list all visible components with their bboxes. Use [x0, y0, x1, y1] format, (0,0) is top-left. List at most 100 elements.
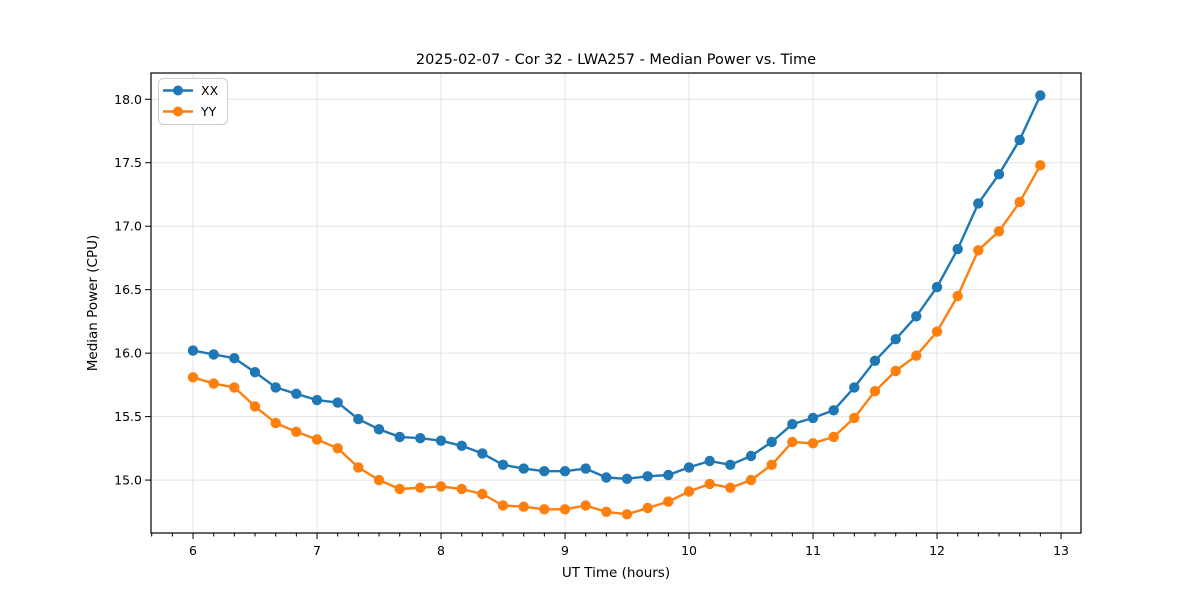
data-point-yy	[952, 290, 963, 302]
data-point-yy	[869, 386, 881, 397]
data-point-xx	[477, 448, 488, 459]
data-point-xx	[621, 473, 633, 484]
grid-layer	[151, 73, 1081, 533]
x-tick-label: 12	[929, 543, 945, 558]
data-point-xx	[890, 334, 901, 345]
y-tick-label: 17.0	[114, 219, 142, 234]
data-point-yy	[291, 426, 302, 437]
data-point-yy	[497, 500, 509, 511]
legend-label-yy: YY	[200, 104, 217, 119]
data-point-xx	[601, 472, 612, 483]
data-point-xx	[497, 459, 509, 470]
data-point-yy	[725, 482, 736, 493]
data-point-xx	[725, 459, 736, 470]
data-point-xx	[249, 367, 261, 378]
data-point-xx	[849, 382, 860, 393]
data-point-xx	[931, 281, 943, 293]
data-point-xx	[952, 243, 963, 255]
legend-item-yy: YY	[163, 104, 217, 119]
data-point-xx	[787, 419, 798, 430]
data-point-xx	[1035, 90, 1046, 101]
data-point-yy	[807, 438, 819, 449]
data-point-yy	[973, 245, 984, 256]
x-tick-label: 11	[805, 543, 821, 558]
data-point-yy	[621, 509, 633, 520]
series-line-yy	[192, 164, 1042, 516]
data-point-yy	[394, 483, 405, 495]
data-point-yy	[828, 431, 839, 443]
data-point-xx	[766, 436, 777, 448]
data-point-xx	[229, 353, 240, 364]
data-point-xx	[518, 463, 529, 474]
data-point-yy	[353, 462, 364, 473]
data-point-yy	[229, 382, 240, 393]
data-point-yy	[849, 412, 860, 424]
data-point-xx	[539, 466, 550, 477]
y-tick-label: 18.0	[114, 92, 142, 107]
data-point-yy	[456, 483, 467, 495]
data-point-yy	[311, 434, 323, 445]
data-point-xx	[332, 397, 343, 408]
data-point-yy	[580, 500, 591, 511]
data-point-xx	[807, 412, 819, 424]
data-point-xx	[559, 466, 571, 477]
data-point-xx	[869, 355, 881, 366]
data-point-yy	[435, 481, 447, 492]
legend-marker-xx	[173, 85, 183, 96]
legend-marker-yy	[173, 106, 183, 117]
x-tick-label: 7	[313, 543, 321, 558]
data-point-xx	[993, 169, 1005, 180]
data-point-yy	[890, 365, 901, 377]
axis-layer: 6 7 8 9 10 11 12 13 15.0 15.5 16.0 16.5 17.0 17.5 18.0	[114, 92, 1069, 558]
y-axis-label: Median Power (CPU)	[85, 235, 101, 371]
data-point-yy	[663, 496, 674, 507]
data-point-yy	[559, 504, 571, 515]
legend-label-xx: XX	[201, 83, 219, 98]
y-tick-label: 15.5	[114, 409, 142, 424]
data-point-yy	[931, 326, 943, 337]
y-tick-label: 16.5	[114, 282, 142, 297]
data-point-xx	[187, 345, 199, 356]
data-point-xx	[911, 311, 922, 322]
data-point-xx	[208, 349, 219, 360]
data-point-yy	[539, 504, 550, 515]
x-axis-label: UT Time (hours)	[562, 565, 670, 581]
data-point-xx	[415, 433, 426, 444]
legend: XX YY	[158, 78, 228, 125]
data-point-xx	[828, 405, 839, 416]
data-point-yy	[1035, 160, 1046, 171]
data-point-yy	[477, 488, 488, 500]
data-point-xx	[456, 440, 467, 451]
data-point-yy	[911, 350, 922, 361]
data-point-xx	[435, 435, 447, 446]
data-point-xx	[683, 462, 695, 473]
data-point-yy	[332, 443, 343, 454]
x-tick-label: 6	[189, 543, 197, 558]
legend-item-xx: XX	[163, 83, 219, 98]
data-point-xx	[663, 469, 674, 481]
data-point-yy	[208, 378, 219, 389]
data-point-xx	[311, 394, 323, 406]
data-point-yy	[766, 459, 777, 470]
x-tick-label: 8	[437, 543, 445, 558]
data-point-xx	[270, 382, 281, 393]
data-point-xx	[373, 424, 385, 435]
data-point-xx	[291, 388, 302, 399]
y-tick-label: 16.0	[114, 346, 142, 361]
data-point-yy	[642, 502, 653, 514]
data-point-yy	[249, 401, 261, 412]
plot-frame	[150, 72, 1082, 534]
x-tick-label: 13	[1053, 543, 1069, 558]
data-point-yy	[601, 506, 612, 517]
data-point-yy	[704, 478, 715, 490]
series-layer	[187, 90, 1046, 520]
data-point-yy	[373, 474, 385, 486]
data-point-xx	[973, 198, 984, 209]
data-point-xx	[642, 471, 653, 482]
y-tick-label: 17.5	[114, 155, 142, 170]
data-point-xx	[1014, 134, 1025, 146]
data-point-yy	[518, 501, 529, 512]
chart-title: 2025-02-07 - Cor 32 - LWA257 - Median Po…	[416, 52, 816, 68]
